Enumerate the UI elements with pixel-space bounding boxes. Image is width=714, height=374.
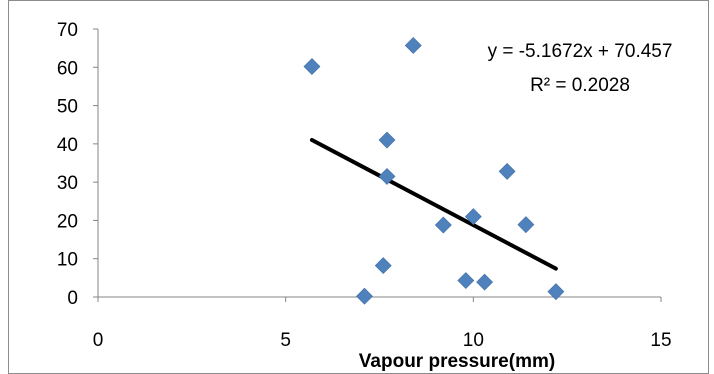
data-point — [404, 37, 422, 54]
data-point — [356, 287, 373, 305]
data-point — [434, 216, 452, 234]
x-tick-label: 10 — [463, 330, 484, 351]
chart-border — [8, 0, 709, 374]
data-point — [464, 208, 482, 226]
data-point — [378, 131, 396, 149]
trendline-layer — [309, 138, 558, 271]
y-tick-label: 40 — [57, 135, 78, 156]
y-tick-label: 60 — [57, 58, 78, 79]
axes — [93, 28, 662, 302]
data-point — [374, 257, 392, 275]
x-axis-title: Vapour pressure(mm) — [359, 351, 555, 372]
data-point — [476, 273, 494, 291]
data-point — [547, 283, 565, 301]
tick-labels: 0 10 20 30 40 50 60 70 0 5 10 15 — [57, 20, 672, 351]
y-tick-label: 10 — [57, 250, 78, 271]
data-points — [303, 37, 565, 305]
y-tick-label: 0 — [67, 288, 78, 309]
data-point — [498, 162, 516, 180]
x-tick-label: 5 — [280, 330, 291, 351]
y-tick-label: 70 — [57, 20, 78, 41]
trendline-equation: y = -5.1672x + 70.457 — [488, 41, 673, 62]
x-tick-label: 15 — [650, 330, 671, 351]
data-point — [378, 167, 396, 185]
trendline-r-squared: R² = 0.2028 — [530, 75, 630, 96]
data-point — [457, 272, 475, 289]
trendline — [309, 138, 558, 271]
y-tick-label: 30 — [57, 173, 78, 194]
y-tick-label: 50 — [57, 97, 78, 118]
data-point — [517, 216, 535, 234]
y-tick-label: 20 — [57, 211, 78, 232]
x-tick-label: 0 — [93, 330, 104, 351]
data-point — [303, 58, 321, 75]
